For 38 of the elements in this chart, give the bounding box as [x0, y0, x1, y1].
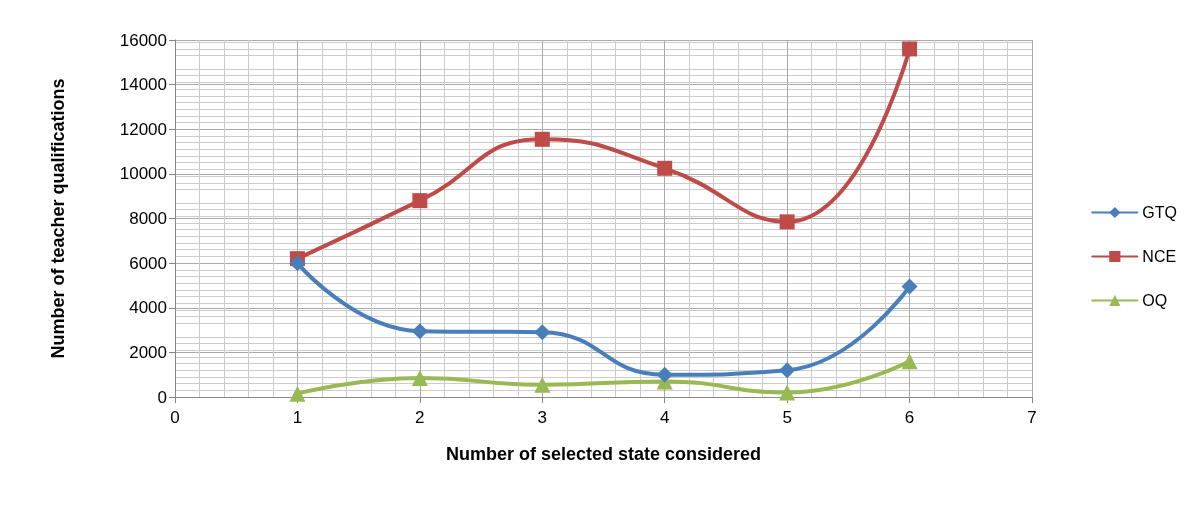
y-tick-label: 6000	[129, 253, 167, 273]
legend-label: GTQ	[1142, 204, 1178, 221]
y-tick-label: 2000	[129, 342, 167, 362]
x-tick-label: 7	[1027, 408, 1037, 427]
point	[901, 353, 918, 370]
x-tick-label: 3	[537, 408, 548, 427]
x-tick-label: 6	[904, 408, 915, 427]
x-tick-label: 1	[292, 408, 303, 427]
y-tick-label: 12000	[119, 119, 167, 139]
point	[901, 278, 918, 295]
point	[657, 160, 673, 176]
point	[779, 384, 796, 401]
point	[779, 362, 796, 379]
y-tick-label: 0	[157, 387, 167, 407]
point	[902, 41, 918, 57]
x-axis-title: Number of selected state considered	[445, 444, 762, 464]
y-tick-label: 16000	[119, 30, 167, 50]
point	[534, 376, 551, 393]
y-tick-label: 4000	[129, 298, 167, 318]
y-axis-title: Number of teacher qualifications	[48, 78, 68, 359]
legend-label: OQ	[1142, 292, 1168, 309]
x-tick-label: 4	[659, 408, 670, 427]
x-tick-label: 5	[782, 408, 792, 427]
point	[534, 324, 551, 341]
point	[289, 385, 306, 402]
point	[289, 255, 306, 272]
x-tick-label: 0	[170, 408, 180, 427]
x-tick-label: 2	[415, 408, 425, 427]
y-tick-label: 14000	[119, 75, 167, 95]
point	[534, 131, 550, 147]
y-tick-label: 10000	[119, 164, 167, 184]
legend-label: NCE	[1142, 248, 1177, 265]
point	[411, 370, 428, 387]
point	[656, 366, 673, 383]
point	[411, 323, 428, 340]
point	[779, 214, 795, 230]
point	[412, 193, 428, 209]
y-tick-label: 8000	[129, 209, 167, 228]
